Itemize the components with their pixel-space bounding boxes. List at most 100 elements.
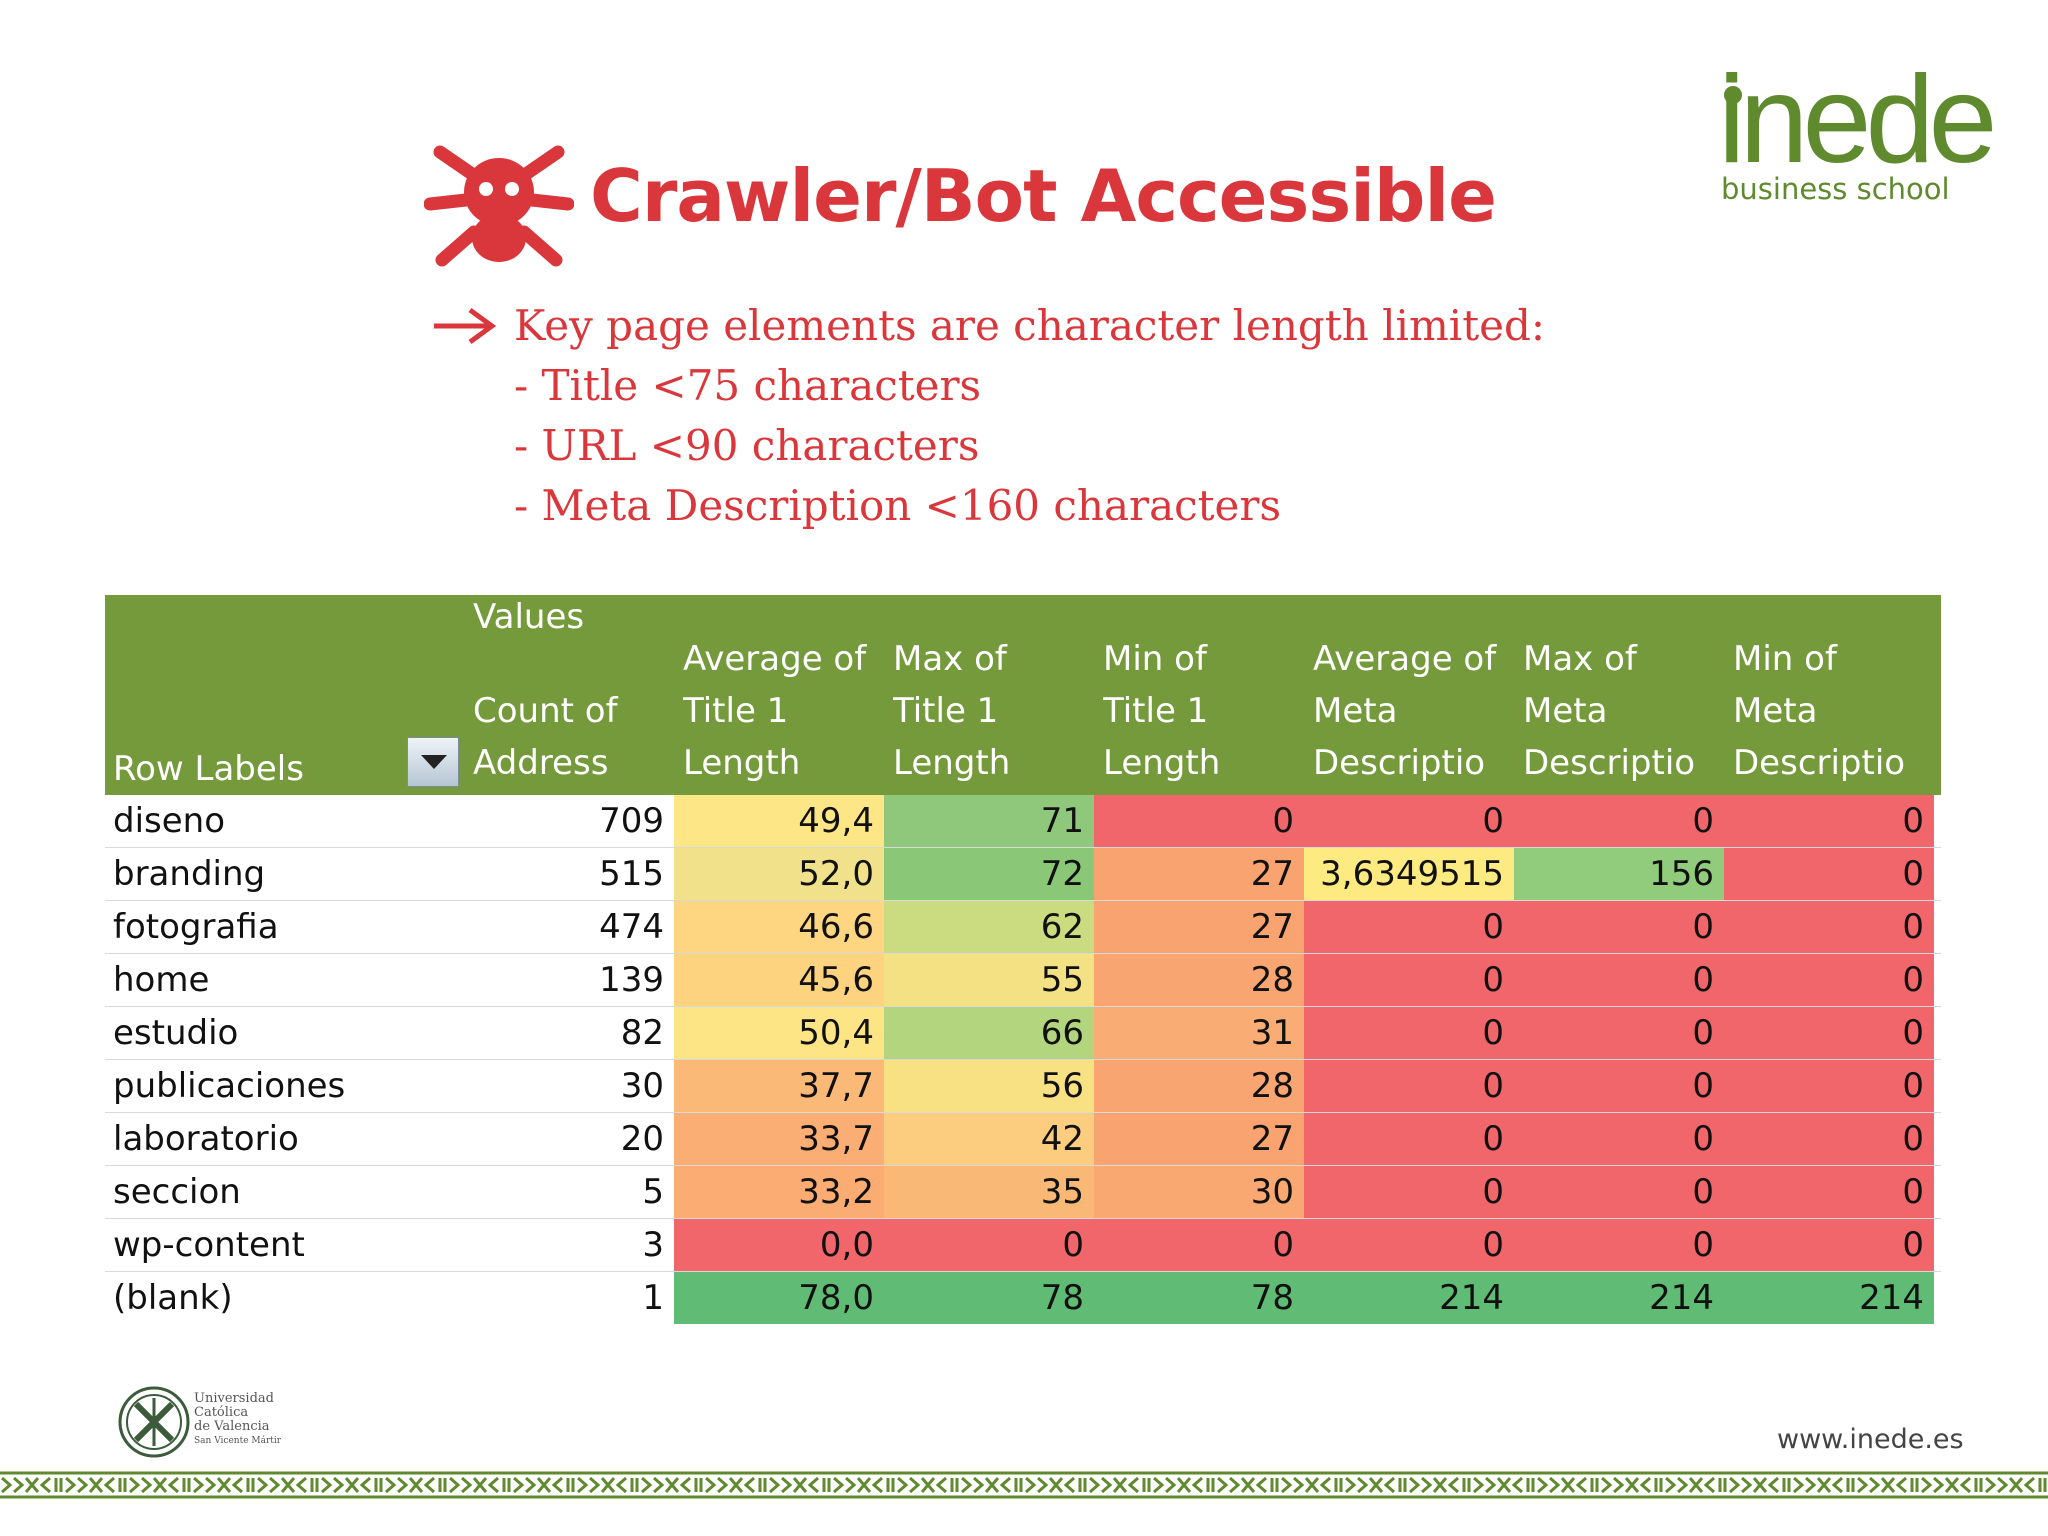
pivot-header: Values Row Labels Count of Address Avera… [105,595,1941,795]
metric-cell: 0,0 [674,1219,884,1271]
metric-cell: 55 [884,954,1094,1006]
metric-cell: 78 [1094,1272,1304,1324]
bug-icon [424,145,574,267]
metric-cell: 0 [1724,1060,1934,1112]
metric-cell: 52,0 [674,848,884,900]
bullet-sub-item: - Title <75 characters [514,361,982,410]
row-labels-header: Row Labels [113,749,304,789]
metric-cell: 45,6 [674,954,884,1006]
metric-cell: 0 [1724,1007,1934,1059]
row-label-cell: publicaciones [113,1066,346,1106]
metric-cell: 33,2 [674,1166,884,1218]
metric-cell: 214 [1304,1272,1514,1324]
metric-cell: 0 [1724,1219,1934,1271]
metric-cell: 3,6349515 [1304,848,1514,900]
bullet-main-text: Key page elements are character length l… [514,301,1545,350]
arrow-right-icon [434,307,496,345]
metric-cell: 0 [1514,1166,1724,1218]
row-label-cell: laboratorio [113,1119,299,1159]
pivot-table: Values Row Labels Count of Address Avera… [105,595,1941,1324]
metric-cell: 71 [884,795,1094,847]
page-title: Crawler/Bot Accessible [590,154,1497,238]
metric-cell: 78,0 [674,1272,884,1324]
count-cell: 20 [620,1119,664,1159]
logo-subtitle: business school [1721,172,1950,206]
metric-cell: 0 [1304,901,1514,953]
metric-cell: 0 [1304,1166,1514,1218]
metric-cell: 0 [1514,1060,1724,1112]
table-row: laboratorio 20 33,7 42 27 0 0 0 [105,1113,1941,1166]
metric-cell: 0 [1724,901,1934,953]
table-row: diseno 709 49,4 71 0 0 0 0 [105,795,1941,848]
inede-logo: inede business school [1718,58,1997,222]
metric-cell: 62 [884,901,1094,953]
metric-cell: 0 [1304,795,1514,847]
metric-cell: 28 [1094,1060,1304,1112]
metric-cell: 78 [884,1272,1094,1324]
metric-cell: 46,6 [674,901,884,953]
metric-cell: 30 [1094,1166,1304,1218]
count-cell: 3 [642,1225,664,1265]
column-header: Min of Title 1 Length [1103,639,1221,783]
metric-cell: 33,7 [674,1113,884,1165]
metric-cell: 0 [1514,795,1724,847]
metric-cell: 0 [1514,1219,1724,1271]
row-label-cell: (blank) [113,1278,233,1318]
metric-cell: 0 [1304,1219,1514,1271]
table-row: seccion 5 33,2 35 30 0 0 0 [105,1166,1941,1219]
metric-cell: 0 [1724,848,1934,900]
count-cell: 139 [599,960,664,1000]
values-label: Values [473,597,585,637]
metric-cell: 28 [1094,954,1304,1006]
metric-cell: 0 [884,1219,1094,1271]
table-row: home 139 45,6 55 28 0 0 0 [105,954,1941,1007]
decorative-pattern-band [0,1471,2048,1499]
metric-cell: 49,4 [674,795,884,847]
metric-cell: 0 [1724,954,1934,1006]
metric-cell: 27 [1094,848,1304,900]
row-filter-dropdown-button[interactable] [407,737,459,787]
column-header: Count of Address [473,691,618,783]
metric-cell: 0 [1094,795,1304,847]
metric-cell: 42 [884,1113,1094,1165]
table-row: wp-content 3 0,0 0 0 0 0 0 [105,1219,1941,1272]
metric-cell: 0 [1514,954,1724,1006]
metric-cell: 37,7 [674,1060,884,1112]
table-row: publicaciones 30 37,7 56 28 0 0 0 [105,1060,1941,1113]
count-cell: 82 [620,1013,664,1053]
count-cell: 474 [599,907,664,947]
count-cell: 30 [620,1066,664,1106]
row-label-cell: fotografia [113,907,279,947]
ucv-logo: Universidad Católica de Valencia San Vic… [118,1384,318,1460]
column-header: Average of Title 1 Length [683,639,867,783]
count-cell: 5 [642,1172,664,1212]
table-row: fotografia 474 46,6 62 27 0 0 0 [105,901,1941,954]
metric-cell: 0 [1724,1166,1934,1218]
count-cell: 1 [642,1278,664,1318]
bullet-sub-item: - Meta Description <160 characters [514,481,1281,530]
metric-cell: 35 [884,1166,1094,1218]
bullet-sub-item: - URL <90 characters [514,421,980,470]
column-header: Max of Title 1 Length [893,639,1011,783]
metric-cell: 0 [1514,901,1724,953]
metric-cell: 66 [884,1007,1094,1059]
metric-cell: 50,4 [674,1007,884,1059]
university-name: Universidad Católica de Valencia San Vic… [194,1391,282,1447]
row-label-cell: seccion [113,1172,241,1212]
metric-cell: 56 [884,1060,1094,1112]
pivot-body: diseno 709 49,4 71 0 0 0 0 branding 515 52,0 72 27 3,… [105,795,1941,1324]
metric-cell: 0 [1724,1113,1934,1165]
metric-cell: 72 [884,848,1094,900]
metric-cell: 27 [1094,1113,1304,1165]
metric-cell: 214 [1724,1272,1934,1324]
metric-cell: 27 [1094,901,1304,953]
column-header: Max of Meta Descriptio [1523,639,1696,783]
university-seal-icon [118,1386,190,1458]
metric-cell: 31 [1094,1007,1304,1059]
website-url: www.inede.es [1777,1424,1964,1455]
column-header: Average of Meta Descriptio [1313,639,1497,783]
count-cell: 515 [599,854,664,894]
metric-cell: 0 [1514,1113,1724,1165]
metric-cell: 0 [1094,1219,1304,1271]
logo-wordmark: inede [1718,51,1997,189]
